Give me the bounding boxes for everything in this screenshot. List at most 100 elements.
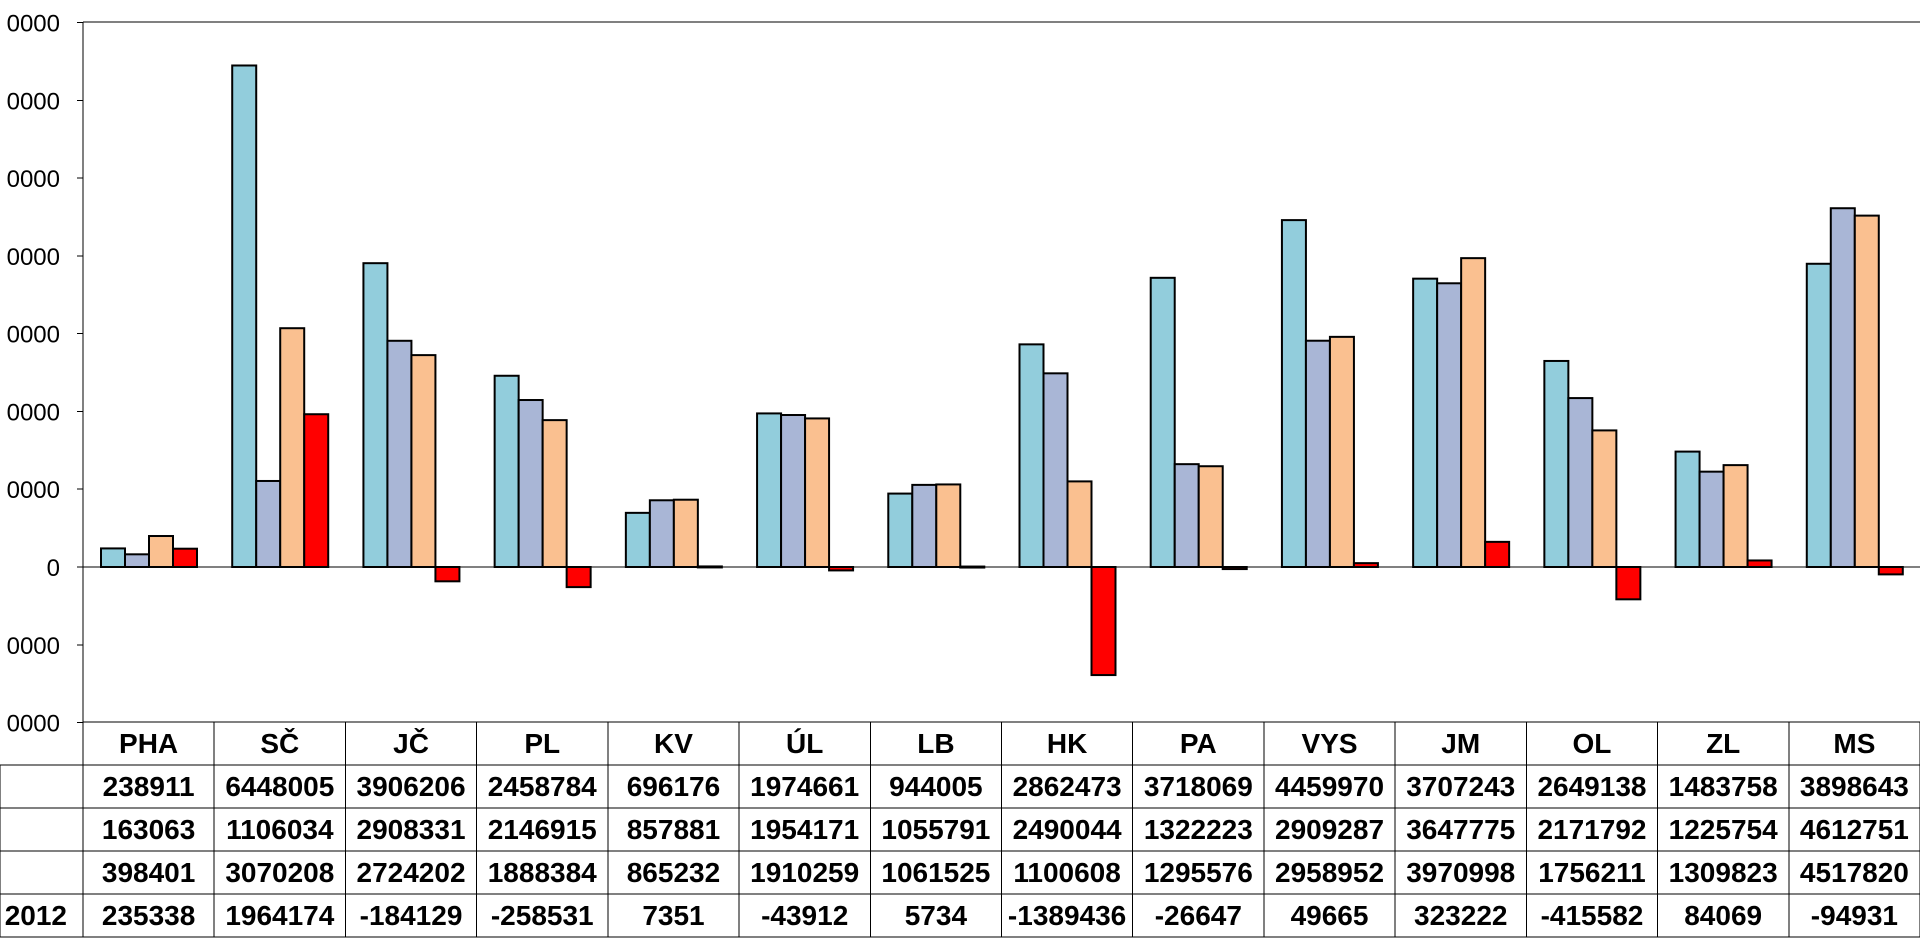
bar-JČ-series-3: [410, 354, 437, 568]
data-label: -94931: [1811, 900, 1898, 931]
bar-VYS-series-1: [1280, 219, 1307, 569]
data-label: -184129: [360, 900, 463, 931]
bar-ZL-series-2: [1698, 470, 1725, 568]
bar-OL-series-4: [1615, 566, 1642, 601]
bar-PA-series-1: [1149, 276, 1176, 568]
data-label: 2490044: [1013, 814, 1122, 845]
category-label: JM: [1441, 728, 1480, 759]
series-label-cell: [0, 850, 84, 895]
data-label: -415582: [1541, 900, 1644, 931]
data-label: 49665: [1291, 900, 1369, 931]
bar-OL-series-1: [1543, 359, 1570, 568]
category-label: LB: [917, 728, 954, 759]
bar-LB-series-3: [935, 483, 962, 569]
category-label: MS: [1833, 728, 1875, 759]
bar-PHA-series-1: [100, 547, 126, 568]
data-label: 865232: [627, 857, 720, 888]
category-label: PHA: [119, 728, 178, 759]
bar-SČ-series-1: [231, 64, 258, 569]
data-label: 3970998: [1406, 857, 1515, 888]
category-label: KV: [654, 728, 693, 759]
data-label: 7351: [642, 900, 704, 931]
data-label: 1483758: [1669, 771, 1778, 802]
bar-JČ-series-4: [434, 566, 461, 583]
data-label: 1225754: [1669, 814, 1778, 845]
bar-PL-series-4: [565, 566, 592, 589]
data-label: 3718069: [1144, 771, 1253, 802]
bars: [100, 64, 1904, 677]
data-label: -258531: [491, 900, 594, 931]
y-tick-label: 0: [47, 555, 60, 582]
category-label: SČ: [260, 727, 299, 759]
category-label: OL: [1573, 728, 1612, 759]
bar-KV-series-3: [672, 498, 699, 568]
bar-HK-series-1: [1018, 343, 1045, 569]
data-label: 2909287: [1275, 814, 1384, 845]
data-label: 2146915: [488, 814, 597, 845]
bar-OL-series-3: [1591, 429, 1618, 569]
y-tick-label: 0000: [7, 11, 60, 38]
series-label: 2012: [5, 900, 67, 931]
data-label: 4612751: [1800, 814, 1909, 845]
data-label: -26647: [1155, 900, 1242, 931]
bar-PHA-series-4: [172, 547, 198, 568]
category-label: VYS: [1302, 728, 1358, 759]
bar-LB-series-1: [887, 492, 914, 568]
bar-LB-series-2: [911, 483, 938, 569]
bar-LB-series-4: [959, 565, 986, 569]
bar-SČ-series-2: [255, 479, 282, 568]
data-label: 2908331: [357, 814, 466, 845]
data-label: 3906206: [357, 771, 466, 802]
data-label: 3898643: [1800, 771, 1909, 802]
category-label: JČ: [393, 727, 429, 759]
bar-ÚL-series-1: [756, 412, 783, 568]
data-label: 2649138: [1537, 771, 1646, 802]
data-label: 1106034: [226, 814, 334, 845]
data-label: 2458784: [488, 771, 597, 802]
data-label: 1309823: [1669, 857, 1778, 888]
data-label: 235338: [102, 900, 195, 931]
data-label: 2171792: [1537, 814, 1646, 845]
y-tick-label: 0000: [7, 244, 60, 271]
category-label: ÚL: [786, 728, 823, 759]
bar-PHA-series-3: [148, 535, 174, 568]
data-label: 2958952: [1275, 857, 1384, 888]
data-label: 1888384: [488, 857, 597, 888]
category-label: ZL: [1706, 728, 1740, 759]
bar-PA-series-4: [1221, 566, 1248, 571]
bar-PL-series-1: [493, 374, 520, 568]
data-label: 857881: [627, 814, 720, 845]
data-table: PHA SČ JČ PL KV ÚL LB HK PA VYS JM OL ZL MS 238911 6448…: [0, 721, 1920, 938]
data-label: 84069: [1684, 900, 1762, 931]
data-label: -1389436: [1008, 900, 1126, 931]
series-label-cell: [0, 807, 84, 852]
data-label: 163063: [102, 814, 195, 845]
category-label: HK: [1047, 728, 1087, 759]
data-label: 1954171: [750, 814, 859, 845]
bar-HK-series-4: [1090, 566, 1117, 677]
bar-VYS-series-3: [1328, 335, 1355, 568]
data-label: 1964174: [225, 900, 334, 931]
bar-ÚL-series-2: [780, 414, 807, 568]
bar-PL-series-2: [517, 399, 544, 569]
data-label: 323222: [1414, 900, 1507, 931]
bar-JM-series-1: [1412, 277, 1439, 568]
category-label: PA: [1180, 728, 1217, 759]
bar-VYS-series-4: [1352, 562, 1379, 568]
bar-JČ-series-2: [386, 339, 413, 568]
data-label: 2862473: [1013, 771, 1122, 802]
bar-JM-series-3: [1460, 257, 1487, 568]
bar-ÚL-series-3: [804, 417, 831, 568]
bar-JM-series-2: [1436, 282, 1463, 568]
bar-KV-series-2: [648, 499, 675, 568]
bar-ZL-series-3: [1722, 464, 1749, 568]
bar-MS-series-4: [1877, 566, 1904, 576]
data-label: 696176: [627, 771, 720, 802]
table-cell: [1788, 893, 1920, 938]
data-label: 3707243: [1406, 771, 1515, 802]
bar-SČ-series-4: [303, 413, 330, 568]
bar-HK-series-3: [1066, 480, 1093, 568]
data-label: 4517820: [1800, 857, 1909, 888]
